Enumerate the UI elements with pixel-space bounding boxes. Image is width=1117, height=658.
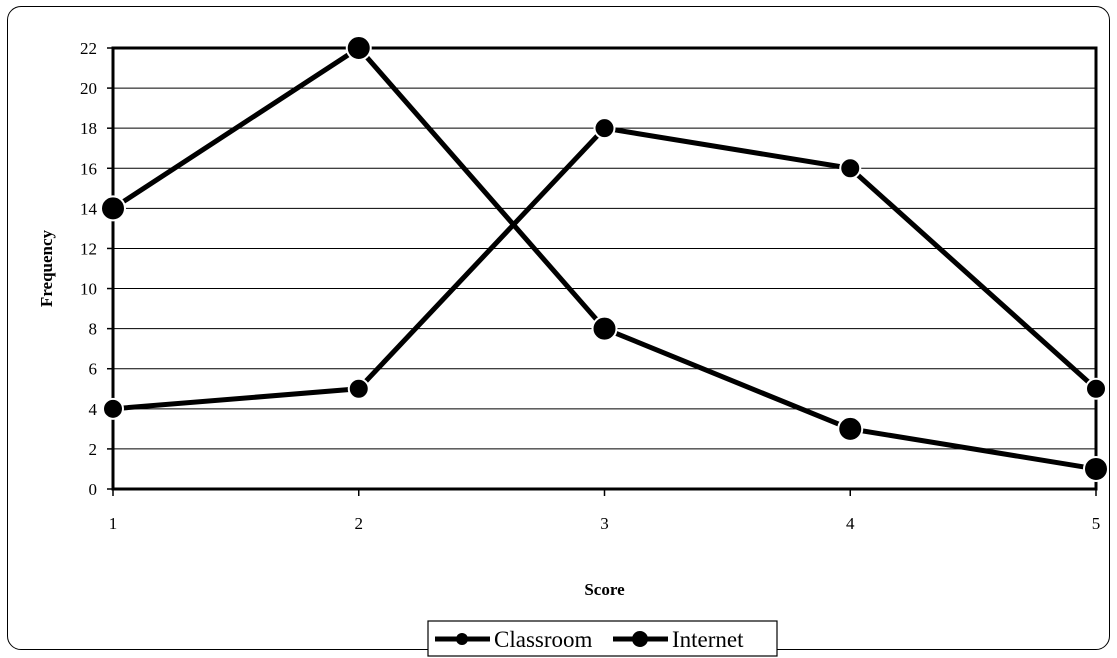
legend-marker [456,633,468,645]
x-tick-label: 4 [846,514,855,533]
data-point [593,117,616,140]
data-point [591,315,618,342]
x-axis: 1 2 3 4 5 [109,489,1101,533]
series-lines [100,35,1109,482]
data-point [1083,455,1109,482]
legend-marker [632,631,648,647]
y-tick-label: 4 [89,400,98,419]
y-tick-label: 8 [89,320,98,339]
data-point [100,195,126,222]
series-line [112,125,1098,412]
data-point [837,415,864,442]
y-tick-label: 0 [89,480,98,499]
y-tick-label: 2 [89,440,98,459]
y-tick-label: 20 [80,79,97,98]
y-tick-label: 16 [80,159,97,178]
y-tick-label: 14 [80,199,98,218]
y-tick-label: 10 [80,280,97,299]
series-internet [100,35,1109,482]
y-axis-title: Frequency [37,229,56,307]
data-point [347,377,370,400]
data-point [1085,377,1107,400]
legend-box [427,620,778,657]
y-axis: 0 2 4 6 8 10 12 14 16 18 20 22 [80,39,113,499]
data-point [839,157,862,180]
x-tick-label: 5 [1092,514,1101,533]
legend-item: Classroom [435,627,593,652]
x-tick-label: 3 [600,514,609,533]
y-tick-label: 18 [80,119,97,138]
series-classroom [102,117,1107,420]
x-tick-label: 1 [109,514,118,533]
legend-item: Internet [613,627,744,652]
legend-label: Internet [672,627,744,652]
y-tick-label: 6 [89,360,98,379]
data-point [102,397,124,420]
chart-frame [7,6,1110,650]
x-axis-title: Score [584,580,625,599]
data-point [345,35,372,61]
legend: Classroom Internet [427,620,778,657]
y-tick-label: 22 [80,39,97,58]
legend-label: Classroom [494,627,593,652]
y-tick-label: 12 [80,239,97,258]
x-tick-label: 2 [355,514,364,533]
